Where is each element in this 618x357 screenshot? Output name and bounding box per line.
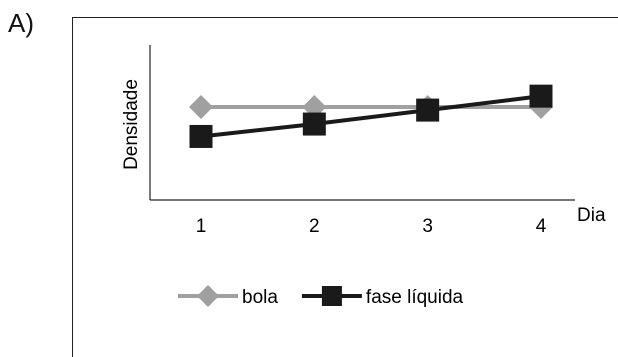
x-axis-title: Dia (577, 205, 606, 226)
data-point-square (302, 112, 326, 136)
x-tick-label: 3 (422, 216, 433, 237)
x-tick-label: 2 (309, 216, 320, 237)
legend-label: fase líquida (366, 287, 464, 308)
figure-frame (72, 17, 618, 357)
series-line (200, 94, 542, 139)
panel-label: A) (8, 8, 34, 38)
x-tick-label: 4 (536, 216, 547, 237)
data-point-square (529, 84, 553, 108)
data-point-square (416, 98, 440, 122)
data-point-diamond (189, 95, 213, 119)
y-axis-title: Densidade (121, 79, 142, 170)
legend-marker-square (321, 286, 342, 306)
x-tick-label: 1 (196, 216, 207, 237)
legend-marker-diamond (197, 285, 219, 307)
legend-label: bola (242, 287, 278, 308)
data-point-square (189, 124, 213, 148)
line-chart: 1 2 3 4 Dia Densidade bola fase líquida (121, 45, 606, 308)
